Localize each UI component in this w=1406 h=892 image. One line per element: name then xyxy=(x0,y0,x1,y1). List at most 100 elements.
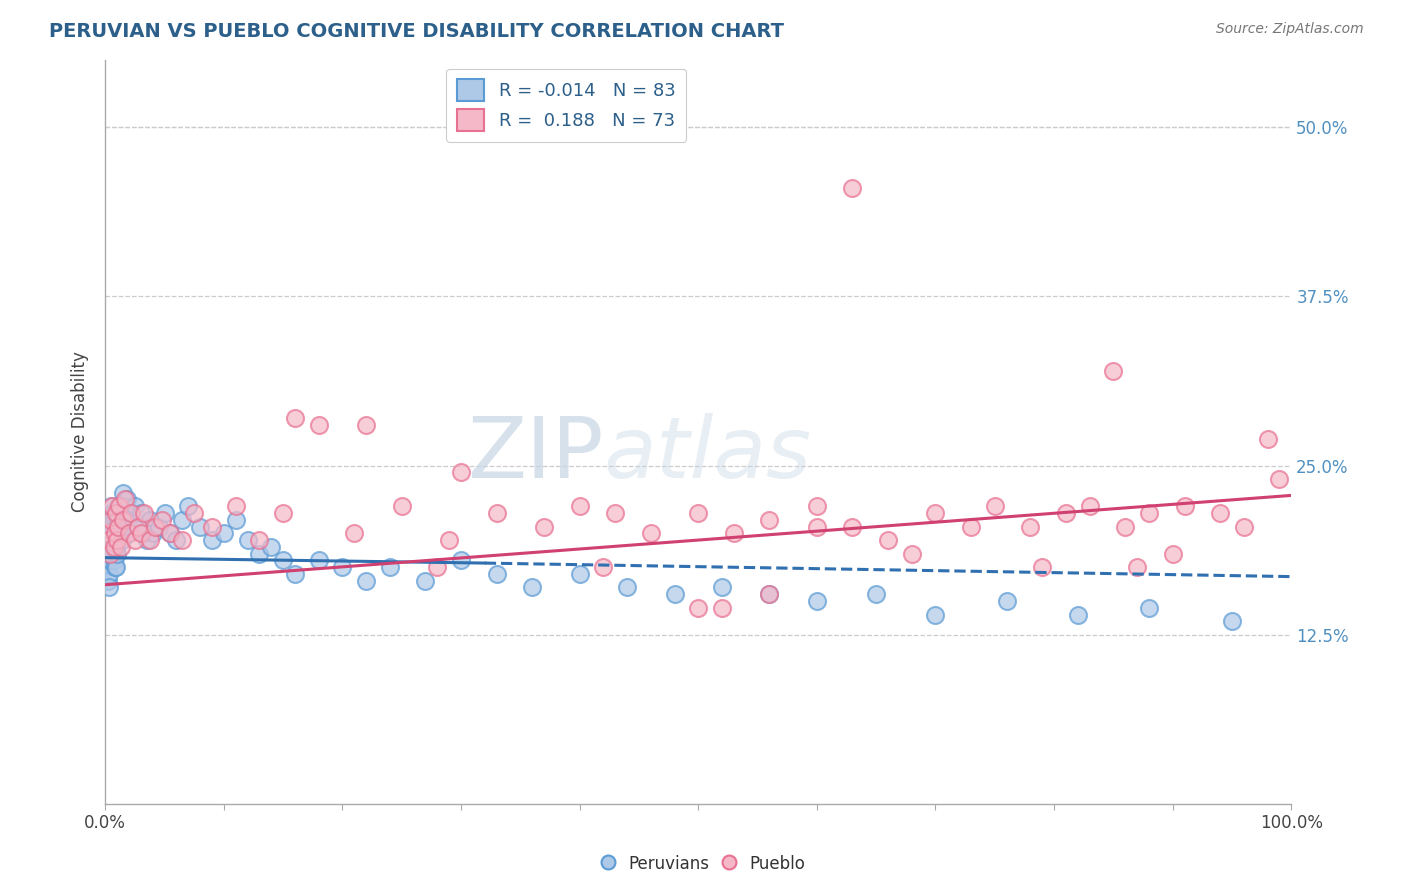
Point xyxy=(1054,506,1077,520)
Point xyxy=(107,513,129,527)
Point xyxy=(758,513,780,527)
Point xyxy=(249,547,271,561)
Point xyxy=(1268,472,1291,486)
Point xyxy=(153,506,176,520)
Point xyxy=(664,587,686,601)
Point xyxy=(111,485,134,500)
Point xyxy=(112,500,135,514)
Point xyxy=(110,540,132,554)
Point xyxy=(688,506,710,520)
Point xyxy=(97,526,120,541)
Point xyxy=(100,540,122,554)
Point xyxy=(105,526,128,541)
Point xyxy=(415,574,437,588)
Point xyxy=(212,526,235,541)
Point xyxy=(1126,560,1149,574)
Point xyxy=(568,566,591,581)
Point xyxy=(96,560,118,574)
Point xyxy=(924,506,946,520)
Point xyxy=(104,540,127,554)
Point xyxy=(103,553,125,567)
Legend: Peruvians, Pueblo: Peruvians, Pueblo xyxy=(595,848,811,880)
Point xyxy=(100,519,122,533)
Point xyxy=(117,513,139,527)
Point xyxy=(332,560,354,574)
Y-axis label: Cognitive Disability: Cognitive Disability xyxy=(72,351,89,512)
Point xyxy=(118,526,141,541)
Point xyxy=(177,500,200,514)
Point xyxy=(711,600,734,615)
Point xyxy=(1031,560,1053,574)
Point xyxy=(284,411,307,425)
Point xyxy=(249,533,271,547)
Point xyxy=(960,519,983,533)
Point xyxy=(533,519,555,533)
Point xyxy=(1209,506,1232,520)
Point xyxy=(97,547,120,561)
Point xyxy=(806,594,828,608)
Point xyxy=(616,581,638,595)
Point xyxy=(877,533,900,547)
Point xyxy=(201,533,224,547)
Point xyxy=(165,533,187,547)
Point xyxy=(758,587,780,601)
Point xyxy=(142,526,165,541)
Point xyxy=(120,506,142,520)
Point xyxy=(118,526,141,541)
Point xyxy=(104,506,127,520)
Point xyxy=(100,500,122,514)
Point xyxy=(426,560,449,574)
Point xyxy=(104,540,127,554)
Point xyxy=(437,533,460,547)
Point xyxy=(103,513,125,527)
Point xyxy=(284,566,307,581)
Point xyxy=(101,526,124,541)
Text: Source: ZipAtlas.com: Source: ZipAtlas.com xyxy=(1216,22,1364,37)
Point xyxy=(159,526,181,541)
Point xyxy=(110,519,132,533)
Point xyxy=(97,540,120,554)
Point xyxy=(111,533,134,547)
Point xyxy=(308,417,330,432)
Point xyxy=(124,533,146,547)
Point xyxy=(127,519,149,533)
Point xyxy=(485,506,508,520)
Point xyxy=(120,506,142,520)
Point xyxy=(354,574,377,588)
Point xyxy=(103,533,125,547)
Point xyxy=(485,566,508,581)
Point xyxy=(150,513,173,527)
Point xyxy=(924,607,946,622)
Point xyxy=(129,526,152,541)
Point xyxy=(98,533,121,547)
Point xyxy=(104,526,127,541)
Text: atlas: atlas xyxy=(603,413,811,496)
Point xyxy=(159,526,181,541)
Point xyxy=(450,553,472,567)
Point xyxy=(688,600,710,615)
Point xyxy=(111,513,134,527)
Point xyxy=(841,519,863,533)
Point xyxy=(378,560,401,574)
Point xyxy=(522,581,544,595)
Point xyxy=(108,500,131,514)
Point xyxy=(183,506,205,520)
Point xyxy=(101,506,124,520)
Point xyxy=(172,533,194,547)
Point xyxy=(841,181,863,195)
Point xyxy=(201,519,224,533)
Point xyxy=(105,547,128,561)
Point xyxy=(1078,500,1101,514)
Text: ZIP: ZIP xyxy=(467,413,603,496)
Point xyxy=(104,560,127,574)
Point xyxy=(1067,607,1090,622)
Point xyxy=(1102,364,1125,378)
Point xyxy=(96,533,118,547)
Point xyxy=(1019,519,1042,533)
Point xyxy=(806,519,828,533)
Point xyxy=(1114,519,1136,533)
Point xyxy=(1220,614,1243,628)
Point xyxy=(124,500,146,514)
Point xyxy=(900,547,922,561)
Point xyxy=(568,500,591,514)
